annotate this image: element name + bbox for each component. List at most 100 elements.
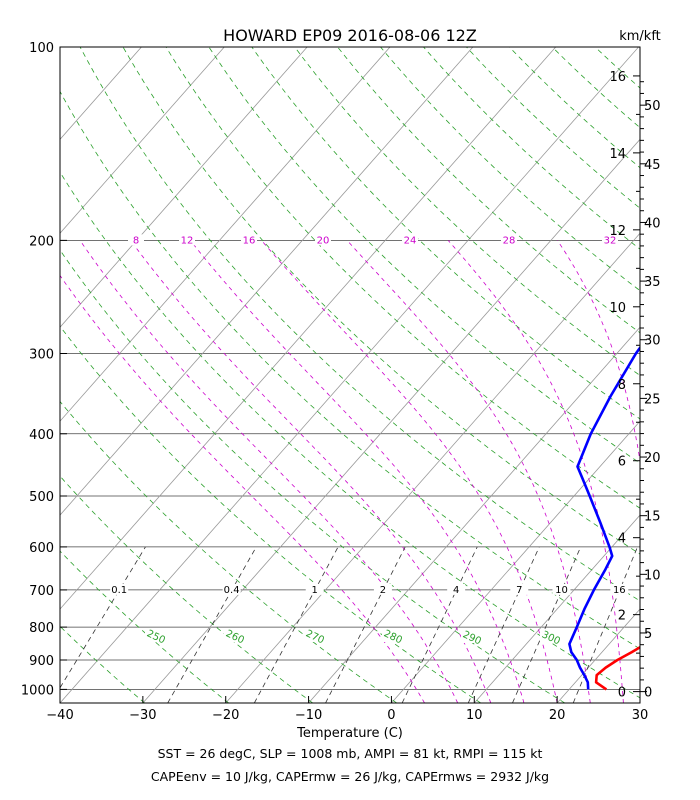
kft-tick-label: 50 (644, 99, 661, 114)
footer-line-1: SST = 26 degC, SLP = 1008 mb, AMPI = 81 … (158, 746, 543, 761)
moist-adiabat-label-bg (241, 234, 257, 246)
mixing-ratio-line (401, 546, 478, 703)
x-axis-ticks: −40 −30 −20 −10 0 10 20 30 (46, 696, 648, 723)
x-tick-label: −10 (295, 708, 322, 723)
pressure-tick-label: 500 (29, 490, 54, 505)
km-tick-label: 10 (609, 301, 626, 316)
pressure-tick-label: 100 (29, 41, 54, 56)
pressure-axis-ticks: 100 200 300 400 500 600 700 800 900 1000 (21, 41, 67, 698)
kft-tick-label: 45 (644, 158, 661, 173)
km-tick-label: 0 (618, 686, 626, 701)
dry-adiabat-line (60, 90, 640, 650)
mixing-ratio-line (325, 546, 406, 703)
dry-adiabat-line (60, 171, 640, 699)
mixing-ratio-label: 7 (516, 585, 522, 596)
moist-adiabat-line (130, 240, 492, 703)
mixing-ratio-label-bg (222, 583, 241, 595)
isobar-lines (60, 47, 640, 690)
moist-adiabat-line (447, 240, 624, 703)
mixing-ratio-line (512, 546, 582, 703)
dry-adiabat-line (294, 47, 640, 376)
moist-adiabat-label: 8 (133, 235, 139, 246)
sounding-series-line (568, 345, 640, 690)
mixing-ratio-label: 0.4 (224, 585, 240, 596)
kft-tick-label: 40 (644, 216, 661, 231)
km-tick-label: 4 (618, 532, 626, 547)
kft-tick-label: 15 (644, 510, 661, 525)
x-tick-label: 10 (466, 708, 483, 723)
mixing-ratio-label: 10 (555, 585, 568, 596)
kft-tick-label: 35 (644, 275, 661, 290)
kft-tick-label: 30 (644, 334, 661, 349)
x-tick-label: −30 (129, 708, 156, 723)
moist-adiabat-label: 28 (503, 235, 516, 246)
sounding-profiles (568, 345, 640, 691)
km-tick-label: 2 (618, 609, 626, 624)
dry-adiabat-label-bg (304, 631, 326, 642)
moist-adiabat-label-bg (402, 234, 418, 246)
km-tick-label: 12 (609, 224, 626, 239)
mixing-ratio-label: 0.1 (111, 585, 127, 596)
km-tick-label: 14 (609, 147, 626, 162)
moist-adiabat-label: 16 (243, 235, 256, 246)
kft-tick-label: 5 (644, 627, 652, 642)
isotherm-line (391, 420, 640, 703)
moist-adiabat-label-bg (315, 234, 331, 246)
isotherm-line (308, 326, 640, 703)
height-unit-label: km/kft (619, 29, 661, 44)
moist-adiabat-label: 24 (404, 235, 417, 246)
x-tick-label: −40 (46, 708, 73, 723)
km-tick-label: 8 (618, 378, 626, 393)
moist-adiabat-label-bg (501, 234, 517, 246)
isotherm-lines (60, 47, 640, 703)
mixing-ratio-label: 4 (453, 585, 459, 596)
mixing-ratio-label-bg (373, 583, 392, 595)
kft-tick-label: 10 (644, 568, 661, 583)
dry-adiabat-label-bg (224, 631, 246, 642)
km-tick-label: 6 (618, 455, 626, 470)
isotherm-line (60, 47, 308, 328)
chart-title: HOWARD EP09 2016-08-06 12Z (223, 26, 477, 45)
isotherm-line (60, 47, 474, 516)
moist-adiabat-label: 12 (181, 235, 194, 246)
mixing-ratio-label-bg (552, 583, 571, 595)
dry-adiabat-label-bg (145, 631, 167, 642)
kft-tick-label: 0 (644, 686, 652, 701)
mixing-ratio-label-bg (447, 583, 466, 595)
moist-adiabat-line (261, 240, 558, 703)
moist-adiabat-lines (60, 240, 640, 703)
dry-adiabat-line (337, 47, 640, 334)
moist-adiabat-label: 20 (317, 235, 330, 246)
x-axis-label: Temperature (C) (296, 726, 403, 741)
mixing-ratio-label-bg (110, 583, 129, 595)
mixing-ratio-label-bg (610, 583, 629, 595)
mixing-ratio-line (60, 546, 146, 689)
mixing-ratio-line (467, 546, 540, 703)
km-tick-label: 16 (609, 70, 626, 85)
mixing-ratio-label: 2 (380, 585, 386, 596)
pressure-tick-label: 700 (29, 584, 54, 599)
dry-adiabat-line (60, 249, 566, 703)
moist-adiabat-label-bg (602, 234, 618, 246)
moist-adiabat-line (346, 240, 591, 703)
moist-adiabat-line (557, 240, 640, 464)
x-tick-label: 30 (632, 708, 649, 723)
dry-adiabat-line (60, 475, 313, 703)
pressure-tick-label: 900 (29, 654, 54, 669)
pressure-tick-label: 400 (29, 428, 54, 443)
pressure-tick-label: 600 (29, 541, 54, 556)
mixing-ratio-label-bg (510, 583, 529, 595)
isotherm-line (60, 47, 225, 234)
pressure-tick-label: 200 (29, 234, 54, 249)
dry-adiabat-label-bg (461, 632, 483, 643)
mixing-ratio-label: 16 (613, 585, 626, 596)
kft-tick-label: 25 (644, 392, 661, 407)
mixing-ratio-label: 1 (312, 585, 318, 596)
moist-adiabat-label: 32 (604, 235, 617, 246)
isotherm-line (60, 47, 391, 422)
mixing-ratio-label-bg (305, 583, 324, 595)
moist-adiabat-line (189, 240, 525, 703)
isotherm-line (60, 47, 639, 703)
